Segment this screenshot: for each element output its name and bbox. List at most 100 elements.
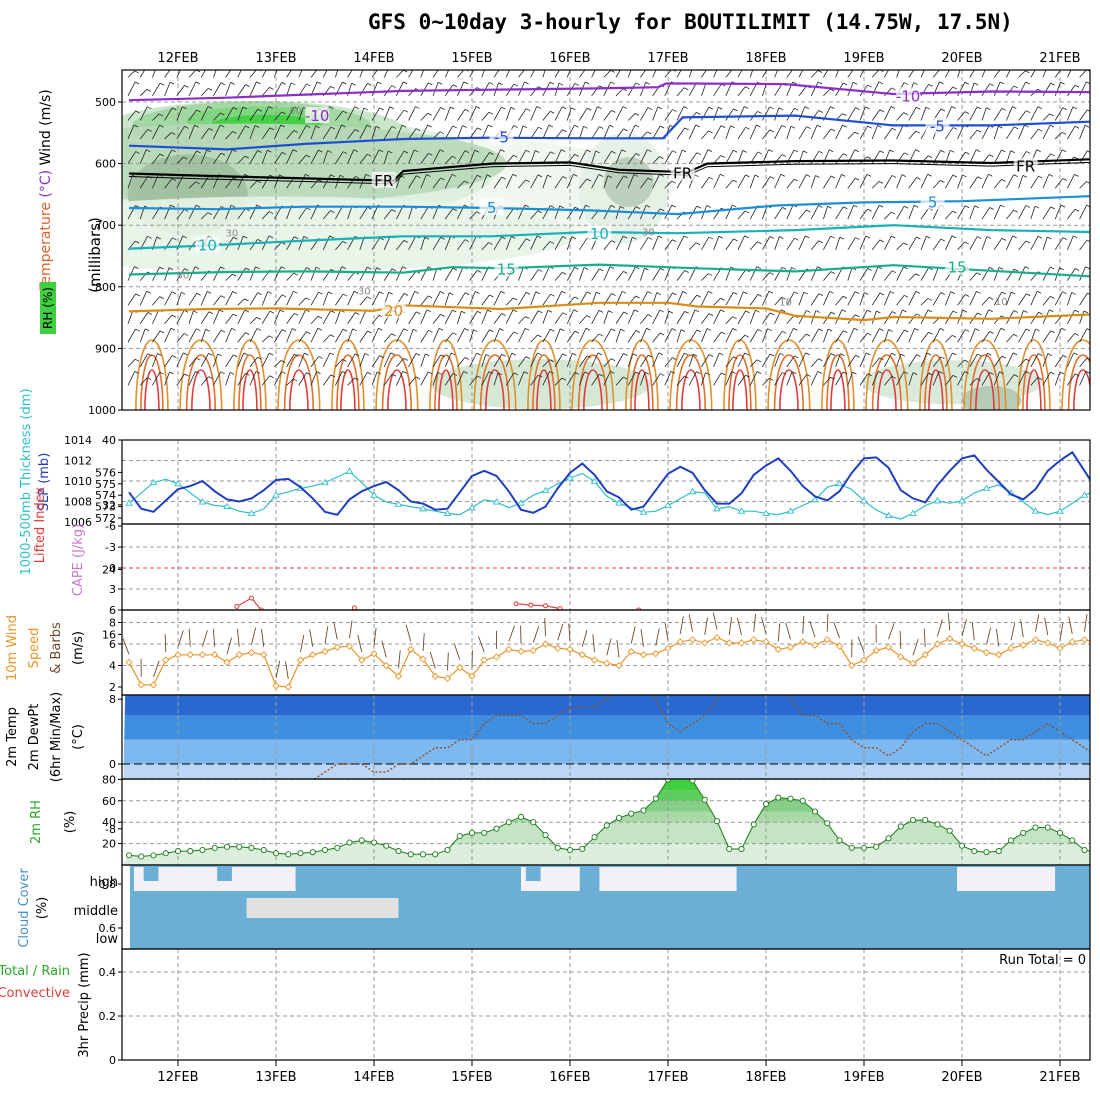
wind-barb: [323, 292, 328, 305]
wind-barb-flag: [855, 67, 859, 69]
wind-barb: [945, 211, 952, 219]
wind-barb-flag: [500, 328, 504, 330]
wind-barb-flag: [572, 353, 576, 355]
wind-tick-label: 2: [109, 681, 116, 694]
rh-point: [433, 852, 438, 857]
wind-barb-flag: [806, 175, 810, 177]
rh-point: [531, 820, 536, 825]
wind-barb-flag: [929, 332, 933, 334]
wind-barb-flag: [770, 273, 774, 275]
wind-barb: [604, 70, 611, 77]
wind-barb-flag: [928, 298, 932, 300]
pressure-tick-label: 900: [95, 342, 116, 355]
wind-barb-flag: [952, 106, 956, 108]
pressure-tick-label: 500: [95, 96, 116, 109]
wind-barb-flag: [1035, 206, 1039, 208]
wind-barb-flag: [1023, 310, 1027, 312]
wind-barb-flag: [560, 329, 564, 331]
wind-barb: [1080, 125, 1085, 139]
wind-barb-flag: [514, 126, 518, 128]
cloud-high-block: [217, 867, 232, 881]
temperature-band: [122, 667, 1090, 691]
minmax-axis-label: (6hr Min/Max): [49, 692, 64, 782]
wind-barb-flag: [611, 359, 615, 361]
wind-barb-flag: [794, 179, 798, 181]
rh-point: [886, 836, 891, 841]
wind-barb: [970, 291, 977, 305]
wind-barb: [1092, 212, 1099, 219]
wind-barb-flag: [818, 359, 822, 361]
wind-barb: [128, 359, 135, 367]
cloud-high-block: [526, 867, 541, 881]
wind10m-barb: [454, 644, 459, 660]
wind-barb-flag: [1014, 86, 1018, 88]
rh-point: [359, 838, 364, 843]
temperature-band: [122, 618, 1090, 642]
rh-point: [175, 848, 180, 853]
wind-barb: [1019, 71, 1026, 78]
thickness-point: [910, 510, 916, 515]
isotherm-label: 15: [948, 259, 967, 277]
wind-barb-flag: [1050, 296, 1054, 298]
wind-barb-flag: [989, 297, 993, 299]
wind-barb: [226, 355, 234, 367]
wind-barb: [1080, 240, 1088, 250]
wind-barb: [409, 312, 417, 324]
wind-barb-flag: [526, 109, 530, 111]
wind-barb-flag: [903, 243, 907, 245]
wind-barb: [1019, 241, 1026, 250]
wind10m-barb: [924, 629, 925, 647]
wind-barb-flag: [1050, 125, 1054, 127]
wind-barb-flag: [683, 291, 687, 293]
wind-barb: [958, 295, 966, 306]
wind-barb-flag: [612, 293, 616, 295]
thickness-point: [518, 500, 524, 505]
wind-barb: [531, 87, 538, 96]
wind-barb-flag: [562, 272, 566, 274]
rh-point: [371, 840, 376, 845]
axis-label-part: Wind (m/s): [38, 89, 54, 165]
wind-barb-flag: [988, 174, 992, 176]
wind-barb-flag: [744, 107, 748, 109]
wind10m-point: [187, 652, 193, 658]
wind-barb-flag: [404, 110, 408, 112]
date-label-bottom: 20FEB: [941, 1070, 982, 1085]
wind-barb-flag: [1050, 267, 1054, 269]
wind-axis-label: 10m Wind: [5, 615, 20, 681]
wind-barb-flag: [427, 310, 431, 312]
wind-barb: [494, 107, 501, 120]
wind-barb: [348, 291, 354, 305]
wind-barb-flag: [232, 274, 236, 276]
wind-barb-flag: [449, 293, 453, 295]
wind10m-point: [849, 663, 855, 669]
rh-point: [910, 817, 915, 822]
wind-barb: [677, 88, 684, 96]
wind10m-point: [200, 652, 206, 658]
wind-barb: [872, 110, 880, 121]
wind-barb-flag: [636, 296, 640, 298]
date-label-top: 12FEB: [157, 51, 198, 66]
wind-barb-flag: [1026, 329, 1030, 331]
wind-barb: [970, 65, 978, 77]
rh-point: [335, 845, 340, 850]
wind-barb-flag: [1062, 292, 1066, 294]
wind-barb-flag: [1051, 207, 1055, 209]
wind-barb: [1031, 291, 1037, 305]
wind-barb-flag: [794, 292, 798, 294]
wind-barb-flag: [990, 208, 994, 210]
wind-barb-flag: [915, 328, 919, 330]
wind-barb: [689, 372, 696, 386]
wind-barb-flag: [902, 175, 906, 177]
date-label-bottom: 17FEB: [647, 1070, 688, 1085]
wind-barb-flag: [1001, 150, 1005, 152]
wind-barb: [482, 330, 490, 343]
wind-barb-flag: [404, 329, 408, 331]
wind10m-point: [775, 646, 781, 652]
wind-barb: [897, 113, 904, 121]
wind-barb-flag: [512, 353, 516, 355]
wind-barb-flag: [367, 331, 371, 333]
wind-barb: [506, 310, 513, 324]
wind-barb: [787, 267, 792, 280]
wind-barb-flag: [571, 108, 575, 110]
wind-barb-flag: [816, 311, 820, 313]
